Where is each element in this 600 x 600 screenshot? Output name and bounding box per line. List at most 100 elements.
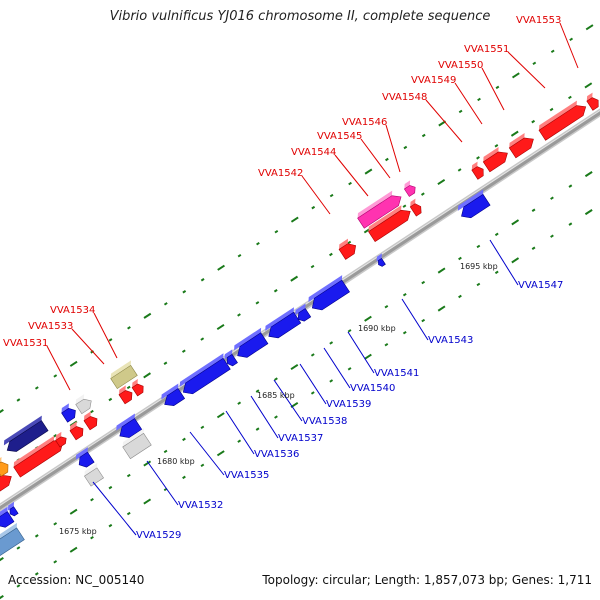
gene-label-reverse[interactable]: VVA1543	[428, 335, 473, 346]
gene-arrow-reverse[interactable]	[293, 303, 313, 324]
tick-mark	[53, 374, 58, 378]
gene-arrow-forward[interactable]	[0, 468, 15, 493]
gene-arrow-forward[interactable]	[537, 98, 589, 141]
gene-arrow-forward[interactable]	[108, 360, 139, 390]
tick-mark	[182, 290, 187, 294]
gene-label-forward[interactable]: VVA1544	[291, 147, 336, 158]
gene-label-reverse[interactable]: VVA1538	[302, 416, 347, 427]
tick-mark	[568, 222, 573, 226]
tick-mark	[163, 302, 168, 306]
gene-arrow-forward[interactable]	[59, 402, 78, 423]
gene-label-reverse[interactable]: VVA1547	[518, 280, 563, 291]
gene-label-reverse[interactable]: VVA1529	[136, 530, 181, 541]
gene-label-forward[interactable]: VVA1546	[342, 117, 387, 128]
gene-label-forward[interactable]: VVA1548	[382, 92, 427, 103]
gene-arrow-reverse[interactable]	[159, 383, 187, 410]
tick-mark	[237, 253, 242, 258]
tick-mark	[511, 219, 520, 226]
gene-label-reverse[interactable]: VVA1532	[178, 500, 223, 511]
tick-mark	[402, 204, 407, 208]
gene-arrow-reverse[interactable]	[456, 189, 493, 221]
gene-arrow-forward[interactable]	[117, 385, 135, 405]
gene-label-forward[interactable]: VVA1549	[411, 75, 456, 86]
tick-mark	[0, 594, 4, 600]
tick-mark	[584, 171, 593, 178]
gene-arrow-reverse[interactable]	[0, 506, 16, 531]
gene-arrow-forward[interactable]	[2, 415, 51, 456]
gene-arrow-reverse[interactable]	[178, 353, 233, 397]
tick-mark	[329, 379, 334, 383]
gene-label-forward[interactable]: VVA1542	[258, 168, 303, 179]
gene-label-reverse[interactable]: VVA1539	[326, 399, 371, 410]
gene-arrow-reverse[interactable]	[306, 275, 352, 314]
tick-mark	[255, 301, 260, 305]
tick-mark	[255, 389, 260, 393]
tick-mark	[143, 372, 151, 379]
gene-arrow-forward[interactable]	[130, 379, 146, 397]
gene-label-forward[interactable]: VVA1531	[3, 338, 48, 349]
tick-mark	[494, 144, 499, 148]
tick-mark	[550, 234, 554, 238]
tick-mark	[403, 145, 408, 150]
gene-arrow-forward[interactable]	[481, 145, 511, 173]
gene-arrow-reverse[interactable]	[6, 501, 21, 518]
gene-arrow-forward[interactable]	[366, 203, 413, 243]
gene-arrow-reverse[interactable]	[263, 307, 303, 342]
gene-label-forward[interactable]: VVA1551	[464, 44, 509, 55]
sequence-stats-text: Topology: circular; Length: 1,857,073 bp…	[262, 573, 592, 587]
gene-arrow-forward[interactable]	[68, 421, 86, 441]
scale-label: 1690 kbp	[358, 324, 396, 333]
tick-mark	[273, 289, 278, 293]
gene-arrow-reverse[interactable]	[74, 447, 97, 470]
accession-text: Accession: NC_005140	[8, 573, 145, 587]
gene-arrow-reverse[interactable]	[121, 428, 154, 460]
gene-label-forward[interactable]: VVA1553	[516, 15, 561, 26]
gene-arrow-forward[interactable]	[0, 456, 11, 477]
gene-arrow-reverse[interactable]	[114, 413, 144, 442]
gene-label-forward[interactable]: VVA1534	[50, 305, 95, 316]
tick-mark	[90, 409, 94, 414]
gene-arrow-reverse[interactable]	[82, 462, 106, 487]
gene-labels: VVA1531 VVA1533 VVA1534 VVA1542 VVA1544 VVA15…	[3, 15, 563, 541]
tick-mark	[34, 572, 39, 576]
leader-line	[401, 298, 429, 341]
tick-mark	[126, 385, 131, 390]
gene-arrow-forward[interactable]	[82, 411, 100, 431]
gene-arrow-forward[interactable]	[355, 188, 404, 229]
gene-arrow-forward[interactable]	[585, 92, 600, 111]
gene-label-reverse[interactable]: VVA1537	[278, 433, 323, 444]
gene-label-forward[interactable]: VVA1550	[438, 60, 483, 71]
gene-arrow-forward[interactable]	[53, 431, 68, 448]
gene-arrow-reverse[interactable]	[222, 349, 240, 367]
tick-mark	[34, 534, 39, 538]
tick-mark	[216, 323, 225, 331]
gene-arrow-reverse[interactable]	[0, 522, 27, 557]
tick-mark	[511, 257, 520, 264]
gene-label-forward[interactable]: VVA1545	[317, 131, 362, 142]
gene-label-reverse[interactable]: VVA1541	[374, 368, 419, 379]
gene-label-reverse[interactable]: VVA1536	[254, 449, 299, 460]
leader-line	[489, 239, 519, 286]
gene-arrow-forward[interactable]	[74, 393, 95, 415]
gene-arrow-forward[interactable]	[470, 161, 487, 180]
tick-mark	[437, 178, 446, 186]
tick-mark	[568, 95, 572, 100]
tick-mark	[237, 401, 242, 405]
leader-line	[71, 328, 105, 365]
gene-label-forward[interactable]: VVA1533	[28, 321, 73, 332]
gene-label-reverse[interactable]: VVA1540	[350, 383, 395, 394]
gene-label-reverse[interactable]: VVA1535	[224, 470, 269, 481]
tick-mark	[143, 498, 152, 505]
leader-line	[481, 67, 505, 111]
gene-arrow-reverse[interactable]	[374, 253, 388, 267]
tick-mark	[163, 361, 168, 365]
scale-label: 1695 kbp	[460, 262, 498, 271]
gene-arrow-forward[interactable]	[408, 198, 424, 217]
gene-arrow-forward[interactable]	[337, 237, 359, 260]
gene-arrow-forward[interactable]	[402, 180, 417, 197]
gene-arrow-forward[interactable]	[507, 131, 537, 159]
gene-arrow-reverse[interactable]	[232, 327, 271, 361]
tick-mark	[477, 97, 481, 102]
